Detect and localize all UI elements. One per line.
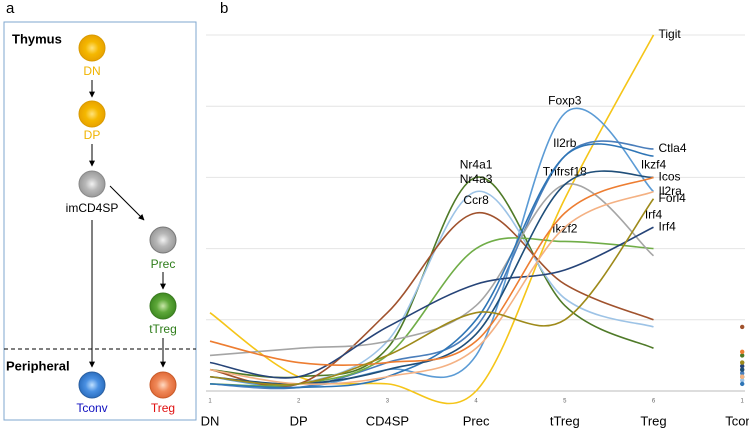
cells [78,34,177,399]
tconv-dot [740,381,745,387]
node-label: imCD4SP [66,201,119,215]
series-line [209,190,654,385]
series-line [209,198,655,386]
tconv-dot [740,378,745,383]
series-label: Ccr8 [463,193,489,207]
series-line [209,143,654,389]
arrows [89,80,166,368]
series-label: Nr4a3 [460,172,493,186]
series-line [209,183,655,357]
series-line [209,34,655,405]
x-tick-label: Treg [640,413,666,428]
x-tick-label: DP [290,413,308,428]
cell [149,371,177,399]
x-tick-label: CD4SP [366,413,409,428]
x-tick-number: 3 [386,399,390,405]
cell [78,170,106,198]
series-label: Tigit [659,27,682,41]
cell [78,34,106,62]
tconv-dot [740,353,745,358]
x-tick-label: Prec [463,413,490,428]
series-line [209,107,655,389]
panel-label: a [6,0,15,17]
node-label: tTreg [149,322,177,336]
series-label: Irf4 [645,207,663,221]
x-tick-label: tTreg [550,413,580,428]
tconv-dot [740,367,745,372]
series-label: Foxp3 [548,93,582,107]
x-tick-label: Tconv [725,413,749,428]
series-label: Nr4a1 [460,158,493,172]
node-label: DN [83,64,100,78]
tconv-dot [740,360,745,365]
cell [78,371,106,399]
series-line [209,140,654,390]
series-label: Ctla4 [659,141,687,155]
tconv-dot [740,371,745,376]
arrow [109,185,145,221]
section-label: Peripheral [6,358,70,373]
series-line [209,176,654,366]
cell [149,226,177,254]
series-label: Ikzf4 [641,158,667,172]
node-label: DP [84,128,101,142]
x-tick-number: 5 [563,399,567,405]
series-label: Forl4 [659,191,687,205]
tconv-dot [740,324,745,330]
series-label: Il2rb [553,136,577,150]
series-line [209,226,654,379]
node-label: Treg [151,401,175,415]
series-label: Il2ra [659,184,683,198]
panel-frame [3,21,197,421]
x-tick-number: 4 [474,399,478,405]
tconv-dot [740,374,745,379]
series-label: Ikzf2 [552,222,578,236]
section-label: Thymus [12,31,62,46]
series-label: Irf4 [659,219,677,233]
tconv-dot [740,363,745,369]
cell [149,292,177,320]
panel-label: b [220,0,228,17]
x-tick-number: 1 [741,399,745,405]
cell [78,100,106,128]
node-label: Tconv [76,401,107,415]
series-line [209,176,654,379]
tconv-dot [740,349,745,355]
x-tick-number: 1 [208,399,212,405]
x-tick-number: 6 [652,399,656,405]
node-label: Prec [151,257,176,271]
series-line [209,170,654,385]
series-label: Icos [659,170,681,184]
x-tick-number: 2 [297,399,301,405]
x-tick-label: DN [201,413,220,428]
